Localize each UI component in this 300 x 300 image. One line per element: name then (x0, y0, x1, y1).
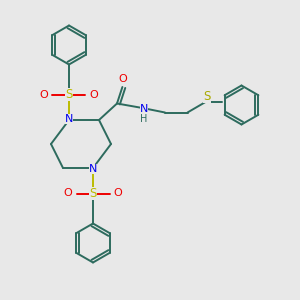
Text: N: N (140, 104, 148, 115)
Text: S: S (203, 90, 211, 103)
Text: O: O (118, 74, 127, 84)
Text: H: H (140, 113, 148, 124)
Text: N: N (65, 113, 73, 124)
Text: O: O (113, 188, 122, 199)
Text: O: O (64, 188, 73, 199)
Text: N: N (89, 164, 97, 175)
Text: S: S (65, 88, 73, 101)
Text: O: O (40, 89, 49, 100)
Text: S: S (89, 187, 97, 200)
Text: O: O (89, 89, 98, 100)
